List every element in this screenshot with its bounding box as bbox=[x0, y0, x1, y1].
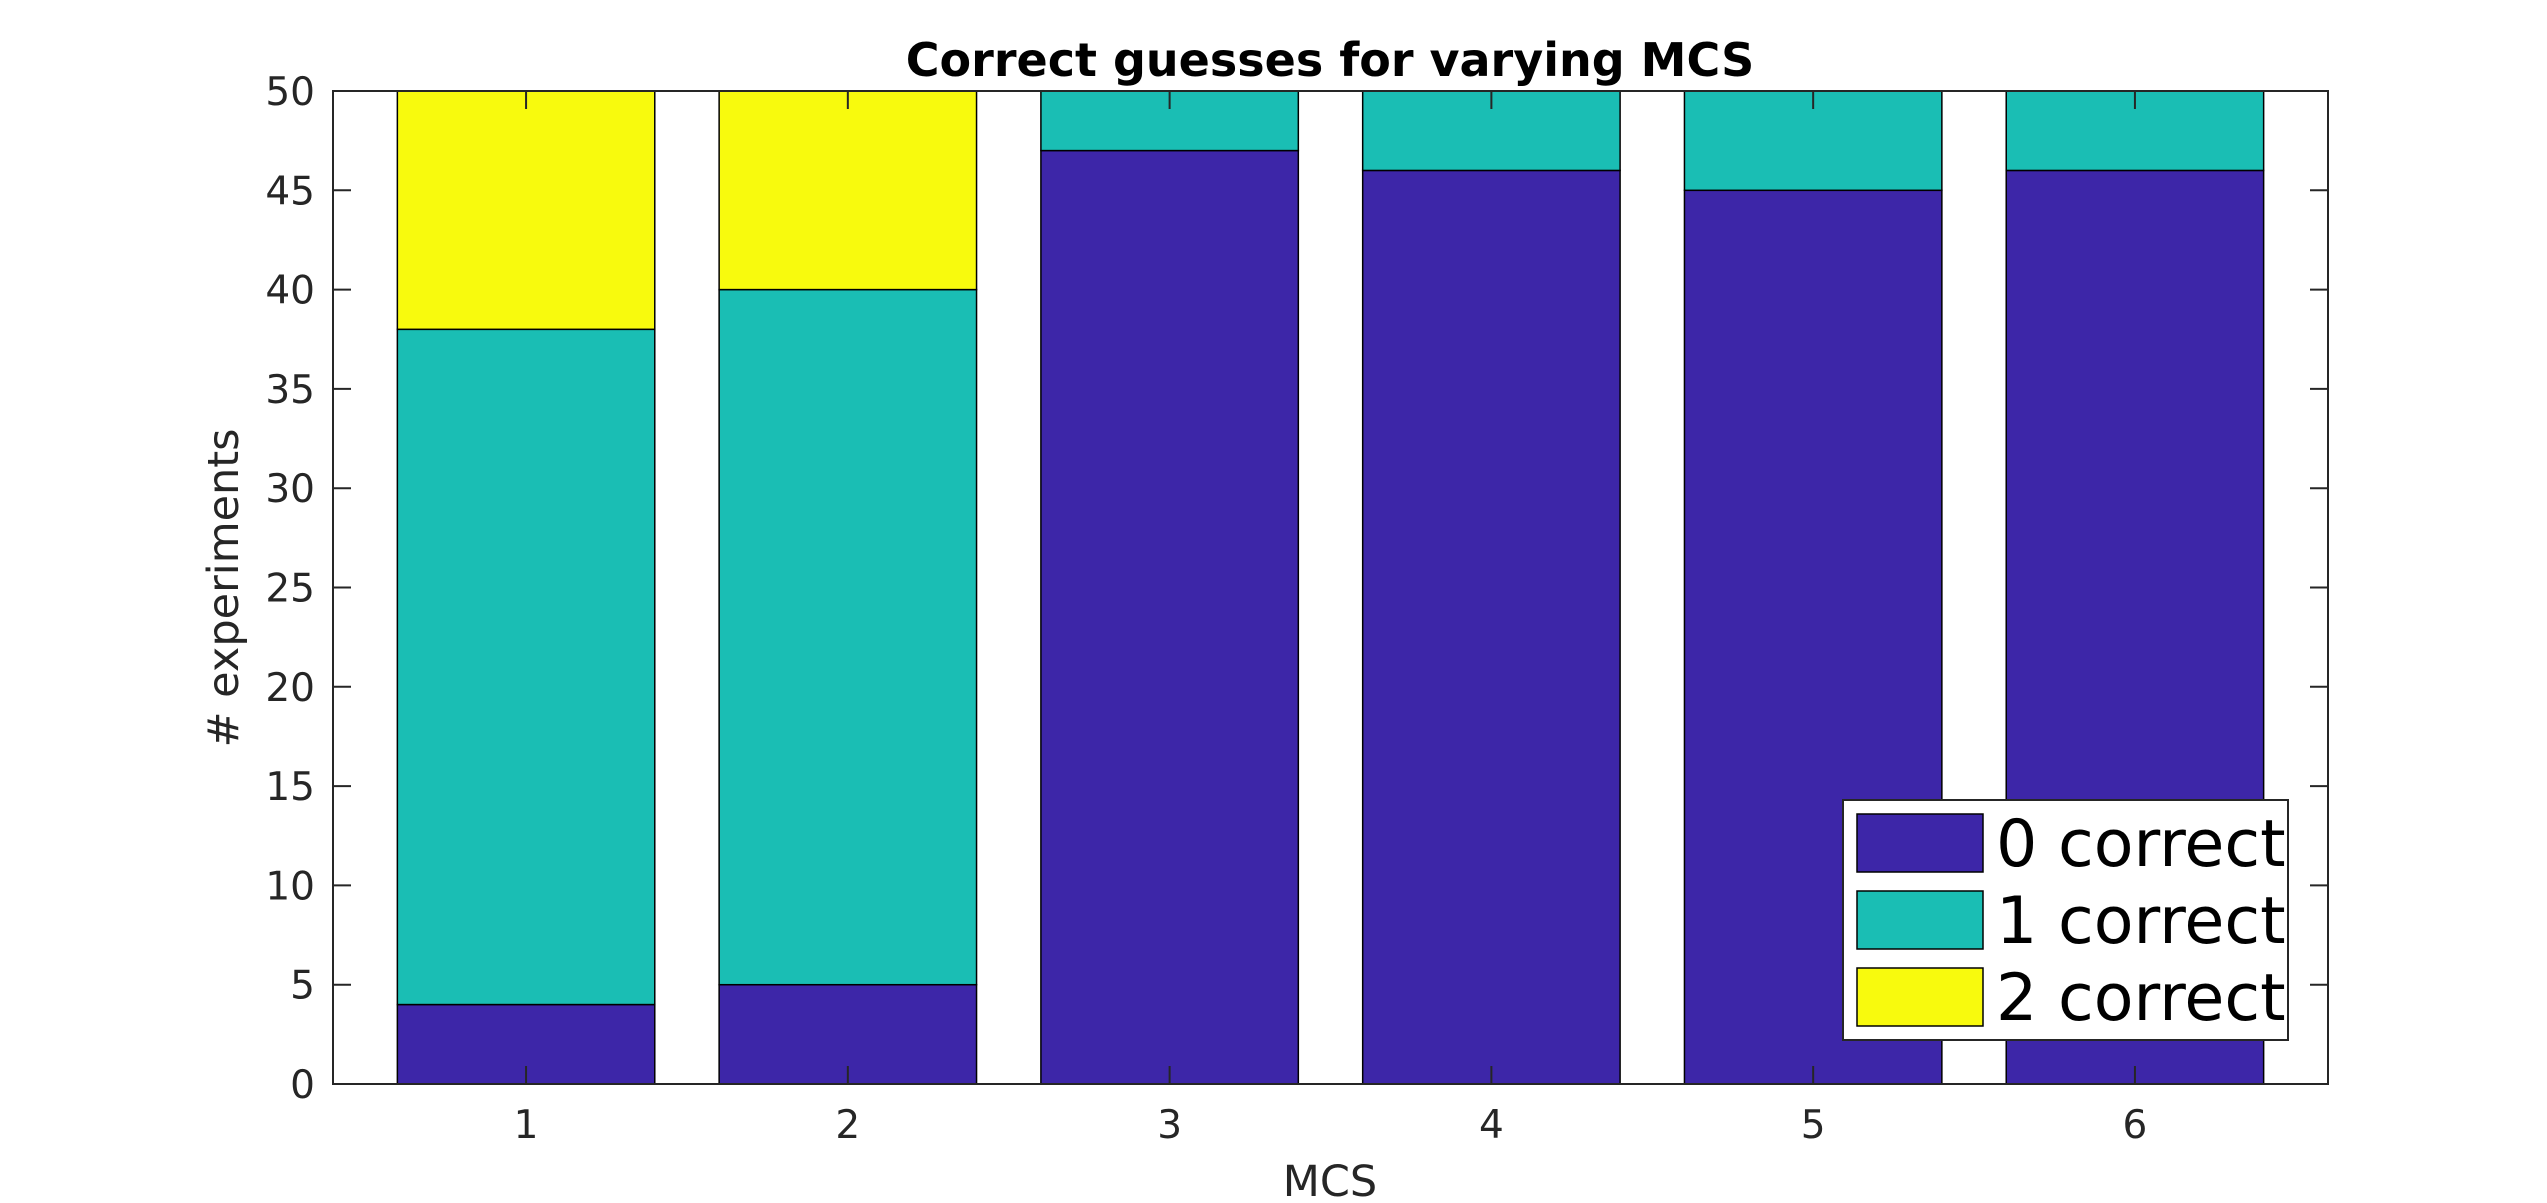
legend-swatch-1 bbox=[1856, 890, 1984, 950]
legend-swatch-0 bbox=[1856, 813, 1984, 873]
x-tick-label: 2 bbox=[835, 1103, 860, 1148]
y-tick-label: 45 bbox=[265, 169, 315, 214]
x-tick-label: 5 bbox=[1801, 1103, 1826, 1148]
legend-label-2: 2 correct bbox=[1996, 961, 2286, 1036]
bar-segment-mcs-2-series-2 bbox=[718, 90, 978, 291]
bar-segment-mcs-2-series-1 bbox=[718, 288, 978, 986]
x-tick-label: 4 bbox=[1479, 1103, 1504, 1148]
legend-label-1: 1 correct bbox=[1996, 884, 2286, 959]
y-tick-label: 5 bbox=[290, 964, 315, 1009]
y-tick-label: 0 bbox=[290, 1063, 315, 1108]
x-axis-label: MCS bbox=[1283, 1157, 1377, 1203]
y-axis-label: # experiments bbox=[199, 428, 249, 747]
y-tick-label: 10 bbox=[265, 864, 315, 909]
x-tick-label: 3 bbox=[1157, 1103, 1182, 1148]
legend-swatch-2 bbox=[1856, 967, 1984, 1027]
bar-segment-mcs-4-series-0 bbox=[1361, 169, 1621, 1085]
bar-segment-mcs-1-series-2 bbox=[396, 90, 656, 331]
y-tick-label: 20 bbox=[265, 666, 315, 711]
y-tick-label: 35 bbox=[265, 368, 315, 413]
y-tick-label: 30 bbox=[265, 467, 315, 512]
bar-segment-mcs-1-series-1 bbox=[396, 328, 656, 1006]
x-tick-label: 6 bbox=[2123, 1103, 2148, 1148]
chart-title: Correct guesses for varying MCS bbox=[906, 33, 1754, 87]
legend-label-0: 0 correct bbox=[1996, 807, 2286, 882]
y-tick-label: 50 bbox=[265, 70, 315, 115]
bars-layer bbox=[396, 90, 2265, 1085]
y-tick-label: 25 bbox=[265, 567, 315, 612]
y-tick-label: 15 bbox=[265, 765, 315, 810]
y-tick-label: 40 bbox=[265, 269, 315, 314]
x-tick-label: 1 bbox=[514, 1103, 539, 1148]
bar-segment-mcs-3-series-0 bbox=[1040, 149, 1300, 1085]
